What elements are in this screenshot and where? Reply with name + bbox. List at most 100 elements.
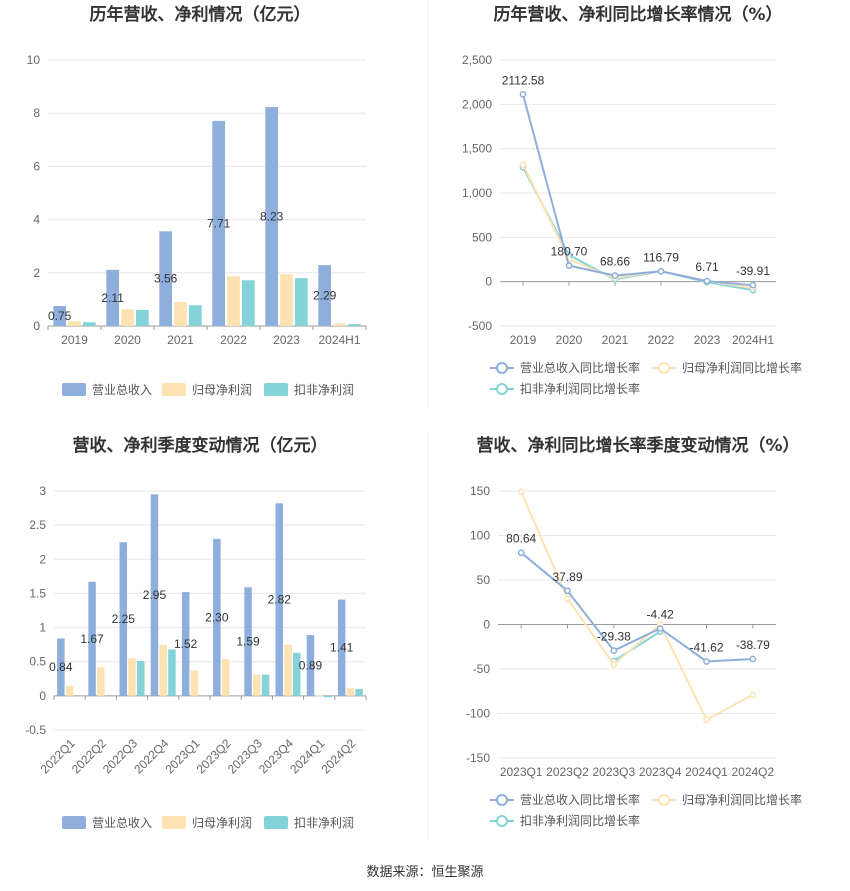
bar-扣非净利润 — [135, 310, 149, 326]
data-label: 37.89 — [552, 570, 582, 584]
legend-label: 营业总收入同比增长率 — [520, 360, 640, 375]
legend-item: 扣非净利润 — [264, 383, 354, 397]
legend-item: 扣非净利润 — [264, 816, 354, 830]
legend-label: 营业总收入同比增长率 — [520, 792, 640, 807]
data-label: 0.75 — [48, 309, 72, 323]
data-label: 2.82 — [268, 593, 292, 607]
x-tick-label: 2022 — [220, 333, 247, 347]
y-tick-label: 0 — [39, 689, 46, 703]
y-tick-label: 150 — [470, 484, 490, 498]
x-tick-label: 2024H1 — [318, 333, 360, 347]
data-label: 7.71 — [207, 216, 231, 230]
point-营业总收入同比增长率 — [517, 549, 525, 557]
point-营业总收入同比增长率 — [703, 277, 711, 285]
data-label: 2.25 — [112, 612, 136, 626]
y-tick-label: 6 — [33, 159, 40, 173]
bar-扣非净利润 — [136, 661, 145, 696]
bar-营业总收入 — [318, 265, 332, 326]
y-tick-label: 2 — [39, 552, 46, 566]
legend-label: 扣非净利润同比增长率 — [520, 381, 640, 396]
point-归母净利润同比增长率 — [749, 691, 757, 699]
legend-swatch — [62, 816, 86, 829]
bar-归母净利润 — [190, 670, 199, 696]
x-tick-label: 2023Q3 — [592, 765, 635, 779]
point-营业总收入同比增长率 — [749, 655, 757, 663]
legend-item: 营业总收入 — [62, 816, 152, 830]
y-tick-label: 10 — [27, 53, 41, 67]
point-营业总收入同比增长率 — [656, 625, 664, 632]
x-tick-label: 2023 — [694, 333, 721, 347]
data-label: 1.59 — [236, 635, 260, 649]
data-label: -38.79 — [736, 638, 770, 652]
bar-营业总收入 — [119, 542, 128, 696]
data-label: 0.84 — [49, 660, 73, 674]
legend-item: 扣非净利润同比增长率 — [490, 813, 640, 828]
y-tick-label: 100 — [470, 529, 490, 543]
legend-label: 归母净利润同比增长率 — [682, 360, 802, 375]
data-label: 3.56 — [154, 272, 178, 286]
legend-marker — [496, 815, 508, 827]
bar-扣非净利润 — [347, 324, 361, 326]
y-tick-label: 1 — [39, 621, 46, 635]
y-tick-label: 0 — [33, 319, 40, 333]
bar-营业总收入 — [53, 306, 67, 326]
y-tick-label: 2,500 — [462, 53, 492, 67]
chart-legend: 营业总收入 归母净利润 扣非净利润 — [62, 383, 354, 397]
legend-label: 营业总收入 — [92, 816, 152, 830]
quarterly-revenue-bar-chart: -0.500.511.522.532022Q12022Q22022Q32022Q… — [25, 484, 367, 830]
data-label: 6.71 — [695, 260, 719, 274]
chart-title-annual-revenue: 历年营收、净利情况（亿元） — [90, 4, 311, 25]
chart-title-quarterly-growth: 营收、净利同比增长率季度变动情况（%） — [476, 435, 799, 456]
data-label: 1.41 — [330, 641, 354, 655]
data-label: 2.11 — [101, 291, 124, 305]
bar-归母净利润 — [65, 685, 74, 696]
bar-营业总收入 — [181, 592, 190, 696]
bar-归母净利润 — [333, 323, 346, 326]
bar-营业总收入 — [244, 587, 252, 696]
bar-营业总收入 — [57, 638, 65, 696]
annual-revenue-bar-chart: 0 2 4 6 8 10 2019 2020 2021 2022 2023 2024H1 0.75 2.1… — [27, 53, 367, 397]
x-tick-label: 2023Q4 — [639, 765, 682, 779]
x-tick-label: 2021 — [167, 333, 194, 347]
bar-归母净利润 — [253, 674, 261, 696]
y-tick-label: 1,500 — [462, 142, 492, 156]
x-tick-label: 2023Q2 — [546, 765, 589, 779]
bar-扣非净利润 — [292, 652, 301, 696]
bar-归母净利润 — [346, 688, 355, 696]
bar-归母净利润 — [97, 667, 105, 696]
bar-营业总收入 — [275, 503, 284, 696]
legend-item: 归母净利润同比增长率 — [652, 360, 802, 375]
bar-扣非净利润 — [355, 689, 363, 696]
legend-label: 归母净利润 — [192, 816, 252, 830]
data-label: 2.29 — [313, 289, 337, 303]
legend-swatch — [62, 383, 86, 396]
bar-归母净利润 — [284, 644, 292, 696]
bar-归母净利润 — [174, 302, 187, 326]
bar-营业总收入 — [306, 635, 315, 696]
point-营业总收入同比增长率 — [611, 272, 619, 279]
bar-扣非净利润 — [324, 695, 332, 698]
x-tick-label: 2019 — [510, 333, 537, 347]
y-tick-label: -500 — [468, 319, 492, 333]
y-tick-label: 0 — [485, 275, 492, 289]
chart-title-annual-growth: 历年营收、净利同比增长率情况（%） — [493, 4, 782, 25]
legend-item: 扣非净利润同比增长率 — [490, 381, 640, 396]
y-tick-label: 2,000 — [462, 97, 492, 111]
y-tick-label: -150 — [466, 751, 490, 765]
data-label: 2112.58 — [502, 73, 545, 87]
bar-扣非净利润 — [261, 674, 270, 696]
point-归母净利润同比增长率 — [517, 488, 525, 496]
legend-item: 归母净利润 — [162, 816, 252, 830]
bar-扣非净利润 — [188, 305, 202, 326]
x-tick-label: 2021 — [602, 333, 629, 347]
legend-marker — [658, 794, 670, 806]
y-tick-label: 4 — [33, 213, 40, 227]
x-tick-label: 2022 — [648, 333, 675, 347]
x-tick-label: 2020 — [556, 333, 583, 347]
point-营业总收入同比增长率 — [564, 587, 571, 595]
legend-item: 营业总收入 — [62, 383, 152, 397]
data-label: 1.52 — [174, 637, 198, 651]
legend-swatch — [264, 383, 288, 396]
